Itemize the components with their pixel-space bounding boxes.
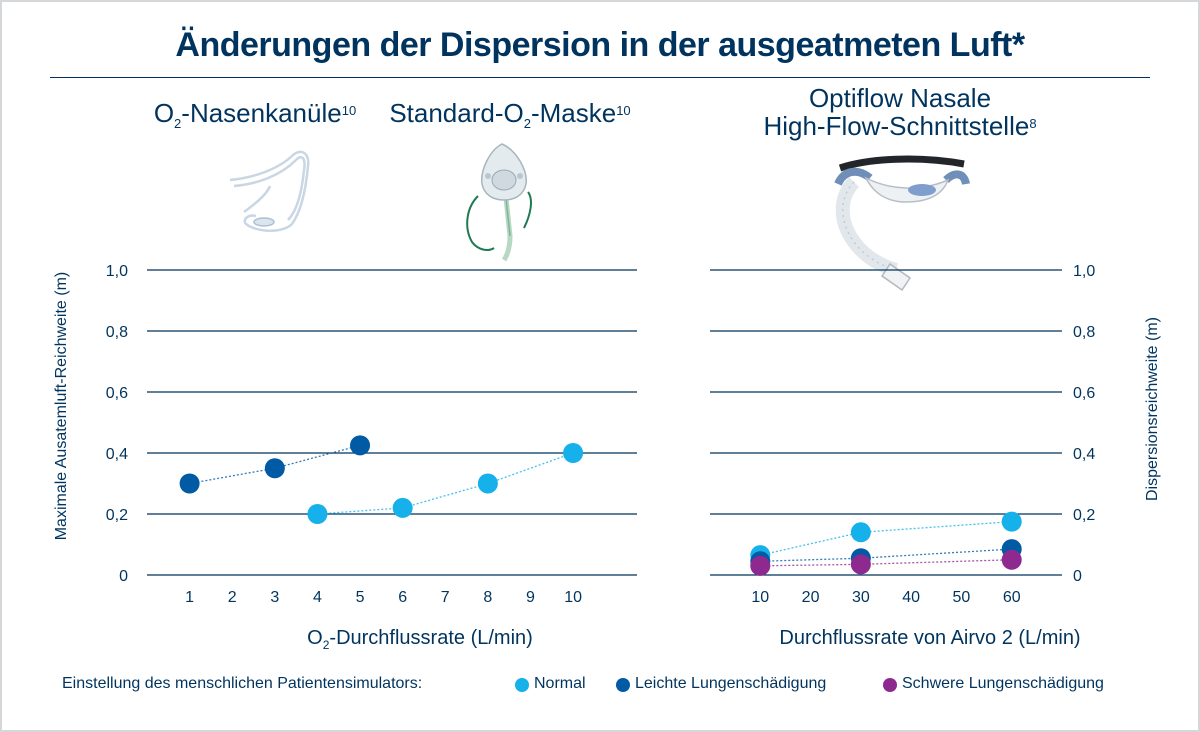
right-y-tick-label: 0	[1073, 568, 1082, 585]
right-y-tick-label: 0,2	[1073, 507, 1095, 524]
legend-label: Einstellung des menschlichen Patientensi…	[62, 675, 423, 692]
right-data-point-2-2	[1001, 549, 1022, 570]
left-data-point-0-0	[179, 473, 200, 494]
right-data-point-2-0	[750, 555, 771, 576]
left-x-tick-label: 5	[356, 589, 365, 606]
device-label-optiflow-line1: Optiflow Nasale	[808, 83, 992, 113]
oxygen-mask-illustration	[466, 143, 532, 262]
right-x-tick-label: 20	[802, 589, 820, 606]
left-x-tick-label: 9	[526, 589, 535, 606]
left-data-point-1-3	[563, 443, 584, 463]
device-label-maske: Standard-O2-Maske10	[389, 98, 631, 132]
right-series-line-1	[760, 548, 1012, 562]
left-data-point-1-0	[307, 504, 328, 524]
legend: Einstellung des menschlichen Patientensi…	[62, 675, 1162, 697]
right-x-tick-label: 10	[751, 589, 769, 606]
left-x-tick-label: 10	[564, 589, 582, 606]
left-data-point-0-2	[350, 435, 371, 456]
right-x-tick-label: 40	[902, 589, 920, 606]
right-y-tick-label: 0,4	[1073, 446, 1095, 463]
legend-leichte-dot	[616, 678, 630, 692]
left-y-tick-label: 0,8	[106, 324, 128, 341]
chart-title: Änderungen der Dispersion in der ausgeat…	[175, 26, 1025, 64]
left-y-tick-label: 0	[119, 568, 128, 585]
right-series-line-0	[760, 520, 1012, 556]
legend-normal-dot	[515, 678, 529, 692]
left-y-tick-label: 0,6	[106, 385, 128, 402]
left-data-point-0-1	[264, 458, 285, 479]
y-axis-title-right: Dispersionsreichweite (m)	[1144, 316, 1161, 502]
right-y-tick-label: 0,8	[1073, 324, 1095, 341]
legend-item-schwere: Schwere Lungenschädigung	[902, 675, 1104, 692]
title-divider	[50, 77, 1150, 78]
device-label-optiflow: Optiflow Nasale High-Flow-Schnittstelle8	[720, 84, 1080, 140]
legend-item-leichte: Leichte Lungenschädigung	[635, 675, 827, 692]
legend-schwere-dot	[883, 678, 897, 692]
right-x-tick-label: 60	[1003, 589, 1021, 606]
left-series-line-1	[317, 452, 574, 515]
device-label-optiflow-line2: High-Flow-Schnittstelle8	[763, 111, 1037, 141]
x-axis-title-right: Durchflussrate von Airvo 2 (L/min)	[779, 627, 1081, 649]
left-y-tick-label: 0,2	[106, 507, 128, 524]
left-x-tick-label: 3	[270, 589, 279, 606]
left-x-tick-label: 8	[483, 589, 492, 606]
right-data-point-2-1	[850, 554, 871, 575]
right-x-tick-label: 50	[953, 589, 971, 606]
right-data-point-0-1	[850, 522, 871, 543]
legend-item-normal: Normal	[534, 675, 586, 692]
right-data-point-0-2	[1001, 511, 1022, 532]
left-x-tick-label: 6	[398, 589, 407, 606]
left-x-tick-label: 4	[313, 589, 322, 606]
left-data-point-1-2	[477, 473, 498, 494]
left-series-line-0	[189, 444, 361, 485]
right-y-tick-label: 0,6	[1073, 385, 1095, 402]
nasal-cannula-illustration	[229, 150, 310, 232]
left-x-tick-label: 7	[441, 589, 450, 606]
left-y-tick-label: 0,4	[106, 446, 128, 463]
right-y-tick-label: 1,0	[1073, 263, 1095, 280]
y-axis-title-left: Maximale Ausatemluft-Reichweite (m)	[53, 271, 70, 541]
x-axis-title-left: O2-Durchflussrate (L/min)	[307, 627, 533, 652]
left-x-tick-label: 1	[185, 589, 194, 606]
left-y-tick-label: 1,0	[106, 263, 128, 280]
device-label-nasenkanuele: O2-Nasenkanüle10	[153, 98, 357, 132]
left-data-point-1-1	[392, 497, 413, 518]
left-x-tick-label: 2	[228, 589, 237, 606]
right-x-tick-label: 30	[852, 589, 870, 606]
